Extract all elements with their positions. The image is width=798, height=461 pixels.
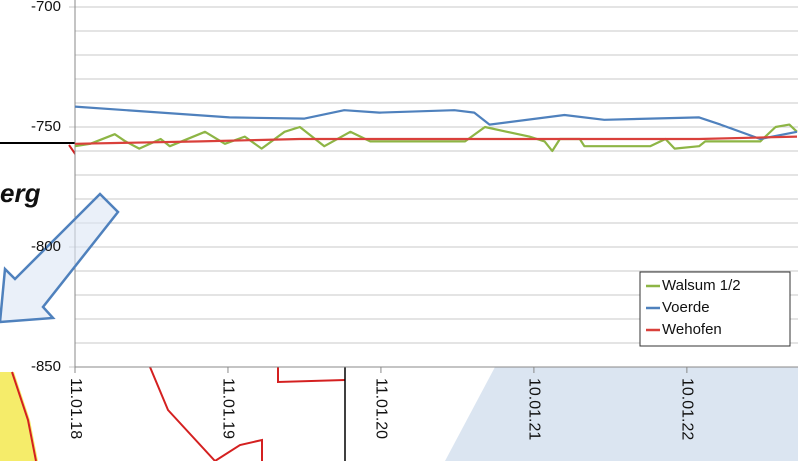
overlay-text: erg (0, 178, 41, 208)
map-border (277, 367, 346, 384)
map-border (11, 371, 37, 461)
y-tick-label: -750 (31, 118, 61, 135)
legend-label: Walsum 1/2 (662, 277, 741, 294)
series-line (74, 135, 798, 145)
map-area (445, 367, 798, 461)
y-tick-label: -700 (31, 0, 61, 15)
x-tick-label: 10.01.21 (526, 378, 543, 440)
x-tick-label: 11.01.18 (67, 378, 84, 439)
legend-label: Voerde (662, 299, 710, 316)
map-border (214, 438, 263, 461)
y-tick-label: -800 (31, 238, 61, 255)
map-background (0, 142, 798, 461)
legend: Walsum 1/2 Voerde Wehofen (639, 271, 791, 347)
arrow (0, 192, 120, 324)
y-tick-label: -850 (31, 358, 61, 375)
x-tick-label: 11.01.19 (220, 378, 237, 439)
map-border (149, 366, 216, 461)
x-tick-label: 10.01.22 (679, 378, 696, 440)
series-line (74, 105, 798, 141)
map-area (0, 372, 38, 461)
x-tick-label: 11.01.20 (373, 378, 390, 439)
legend-box (639, 271, 791, 347)
legend-label: Wehofen (662, 321, 722, 338)
